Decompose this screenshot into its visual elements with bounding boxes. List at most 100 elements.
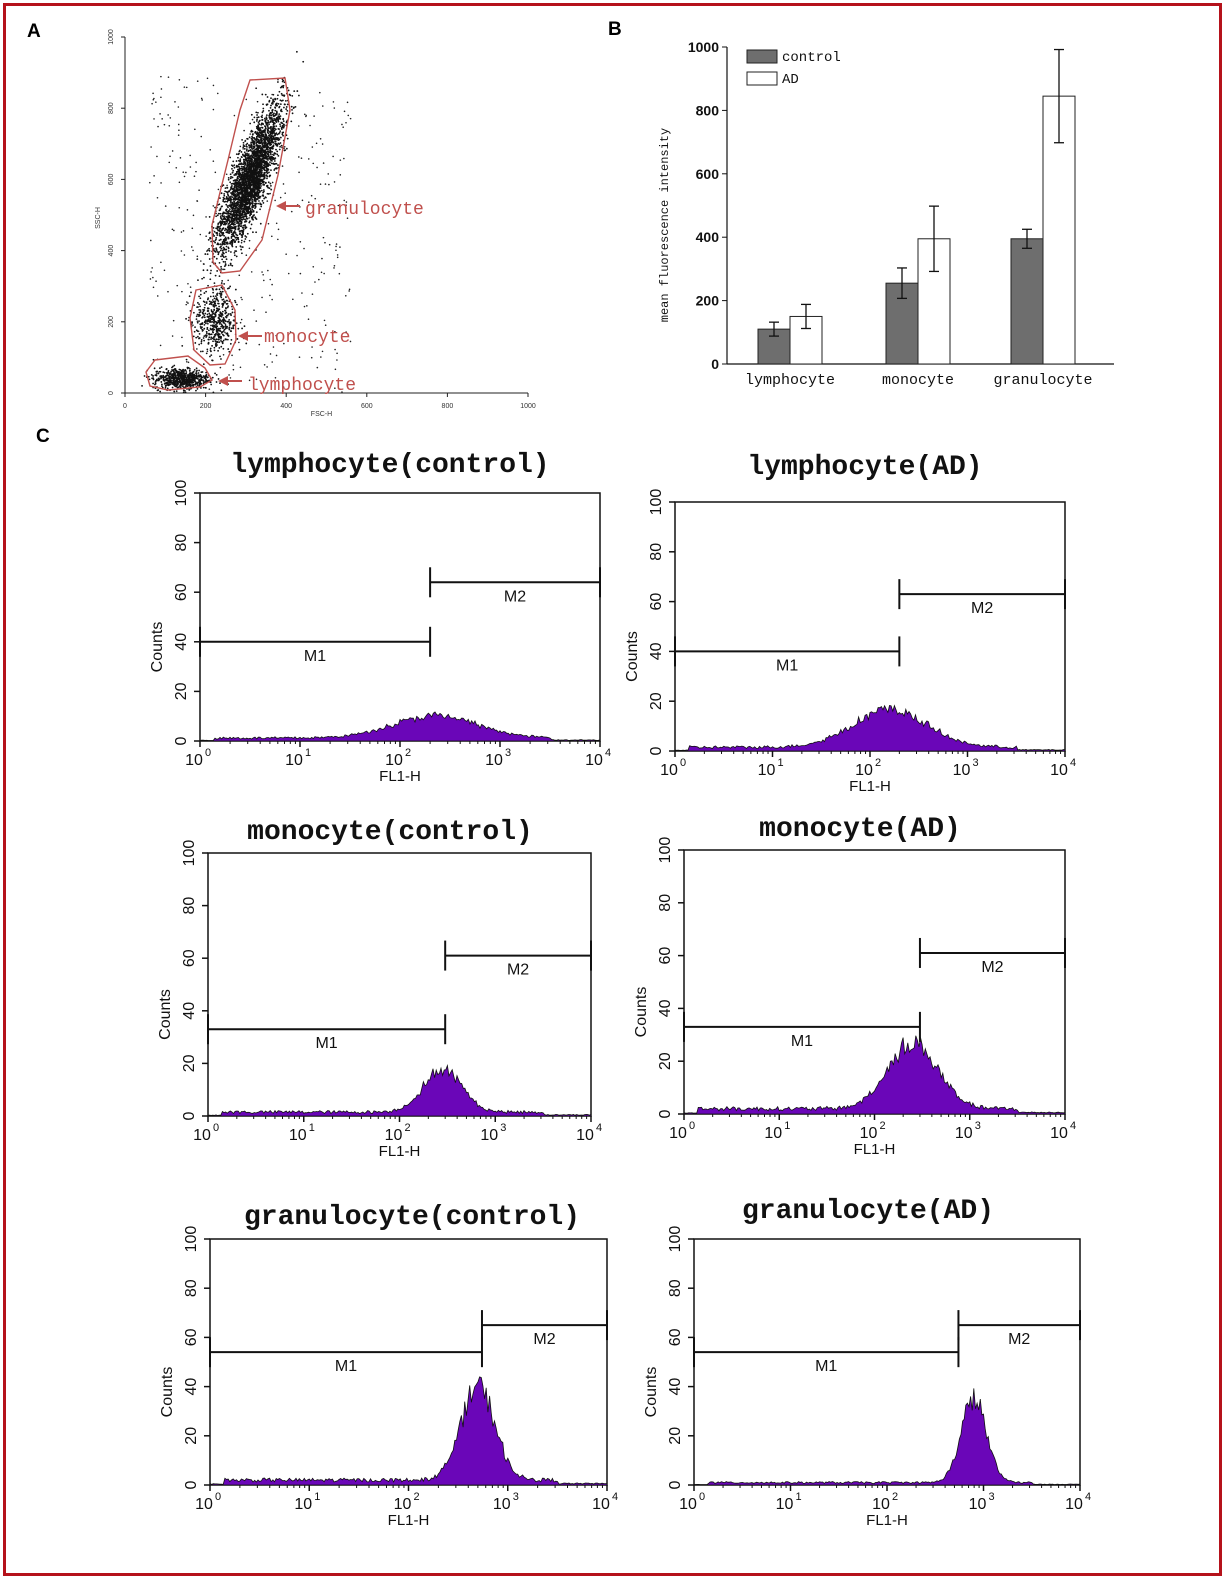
scatter-point [274, 114, 277, 117]
scatter-point [249, 227, 252, 230]
scatter-point [216, 250, 219, 253]
x-tick-label: 10 [193, 1127, 211, 1144]
marker-label-M2: M2 [971, 600, 993, 617]
x-tick-label: 10 [485, 752, 503, 769]
scatter-point [255, 120, 258, 122]
figure-border [3, 3, 1222, 1576]
x-tick-exponent: 0 [680, 757, 686, 769]
scatter-point [278, 148, 281, 151]
scatter-point [268, 109, 270, 112]
scatter-point [228, 230, 231, 233]
scatter-point [262, 107, 265, 110]
x-tick-exponent: 2 [404, 1122, 410, 1134]
scatter-point [230, 195, 232, 198]
scatter-point [237, 238, 240, 241]
scatter-point [243, 147, 246, 150]
scatter-point [223, 194, 226, 197]
scatter-point [260, 123, 263, 126]
scatter-point [237, 156, 239, 159]
scatter-point [216, 234, 219, 237]
x-tick-label: 10 [185, 752, 203, 769]
histogram-area [207, 1064, 592, 1117]
scatter-point [285, 147, 288, 150]
x-tick-exponent: 1 [309, 1122, 315, 1134]
y-tick-label: 20 [173, 682, 190, 700]
histogram-area [199, 711, 601, 742]
scatter-point [285, 108, 288, 110]
marker-label-M1: M1 [776, 657, 798, 674]
x-axis-label: FL1-H [849, 778, 891, 795]
panel-label-c: C [36, 426, 50, 447]
scatter-point [218, 239, 221, 242]
x-tick-label: 800 [442, 403, 454, 410]
x-tick-label: 1000 [520, 403, 536, 410]
scatter-point [260, 185, 262, 187]
scatter-point [230, 175, 232, 178]
scatter-point [224, 236, 227, 239]
y-tick-label: 0 [173, 736, 190, 745]
marker-label-M1: M1 [304, 648, 326, 665]
y-tick-label: 200 [108, 316, 115, 328]
y-tick-label: 0 [648, 746, 665, 755]
scatter-point [264, 93, 267, 96]
scatter-point [257, 202, 259, 205]
scatter-point [263, 117, 266, 120]
scatter-point [290, 120, 293, 123]
x-tick-exponent: 4 [1070, 757, 1076, 769]
y-tick-label: 100 [181, 840, 198, 867]
scatter-point [284, 99, 287, 102]
scatter-point [216, 270, 219, 272]
x-tick-label: 10 [480, 1127, 498, 1144]
y-axis-label: Counts [624, 631, 641, 682]
scatter-point [219, 225, 221, 228]
scatter-point [233, 251, 236, 254]
x-tick-exponent: 3 [500, 1122, 506, 1134]
scatter-point [270, 97, 272, 100]
scatter-point [258, 200, 260, 202]
x-tick-label: 10 [855, 762, 873, 779]
y-tick-label: 40 [181, 1002, 198, 1020]
x-tick-label: 10 [289, 1127, 307, 1144]
scatter-point [254, 207, 256, 210]
y-tick-label: 100 [648, 489, 665, 516]
x-tick-exponent: 1 [777, 757, 783, 769]
scatter-point [215, 215, 218, 218]
scatter-point [215, 257, 218, 260]
y-tick-label: 20 [648, 692, 665, 710]
y-tick-label: 20 [181, 1054, 198, 1072]
panel-title: lymphocyte(control) [230, 450, 549, 481]
y-tick-label: 800 [108, 102, 115, 114]
scatter-point [276, 97, 279, 100]
y-tick-label: 60 [181, 949, 198, 967]
y-tick-label: 400 [108, 245, 115, 257]
scatter-point [223, 234, 226, 237]
x-tick-exponent: 3 [972, 757, 978, 769]
scatter-point [208, 258, 211, 260]
scatter-point [282, 120, 285, 123]
x-tick-label: 10 [385, 752, 403, 769]
scatter-point [220, 192, 223, 195]
x-axis-label: FSC-H [311, 411, 332, 418]
scatter-point [215, 227, 218, 230]
y-tick-label: 80 [181, 897, 198, 915]
scatter-point [227, 178, 230, 181]
scatter-point [225, 245, 228, 248]
x-tick-label: 10 [585, 752, 603, 769]
scatter-point [267, 163, 270, 165]
panel-label-b: B [608, 19, 622, 40]
scatter-point [241, 139, 243, 141]
scatter-point [217, 212, 220, 215]
x-tick-label: 10 [758, 762, 776, 779]
y-axis-label: Counts [157, 989, 174, 1040]
scatter-point [221, 279, 224, 282]
scatter-point [235, 246, 238, 248]
scatter-point [244, 238, 247, 240]
x-tick-label: 10 [576, 1127, 594, 1144]
x-tick-label: 10 [1050, 762, 1068, 779]
x-tick-exponent: 4 [605, 747, 611, 759]
scatter-point [213, 255, 216, 258]
x-tick-exponent: 2 [405, 747, 411, 759]
x-tick-exponent: 0 [213, 1122, 219, 1134]
